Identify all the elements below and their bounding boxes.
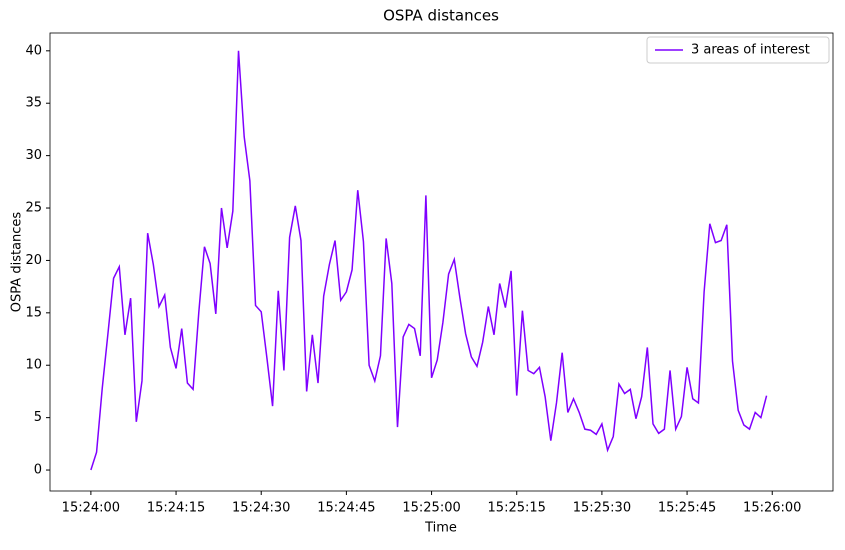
x-tick-label: 15:26:00 [743,501,801,516]
y-tick-label: 25 [25,201,42,216]
x-tick-label: 15:25:45 [658,501,716,516]
x-axis-label: Time [424,521,457,536]
x-tick-label: 15:25:15 [488,501,546,516]
data-line [90,50,768,471]
legend-label: 3 areas of interest [691,43,810,58]
plot-frame [49,32,834,492]
y-tick-label: 15 [25,305,42,320]
x-tick-label: 15:24:00 [62,501,120,516]
y-tick-label: 10 [25,358,42,373]
x-tick-label: 15:25:30 [573,501,631,516]
y-tick-label: 40 [25,43,42,58]
x-tick-label: 15:25:00 [402,501,460,516]
x-tick-label: 15:24:30 [232,501,290,516]
y-tick-label: 30 [25,148,42,163]
y-tick-label: 35 [25,96,42,111]
y-tick-label: 20 [25,253,42,268]
legend-box [646,36,830,64]
x-tick-label: 15:24:15 [147,501,205,516]
y-tick-label: 5 [34,410,42,425]
chart-title: OSPA distances [383,7,499,25]
y-axis-label: OSPA distances [10,212,25,313]
y-tick-label: 0 [34,463,42,478]
x-tick-label: 15:24:45 [317,501,375,516]
